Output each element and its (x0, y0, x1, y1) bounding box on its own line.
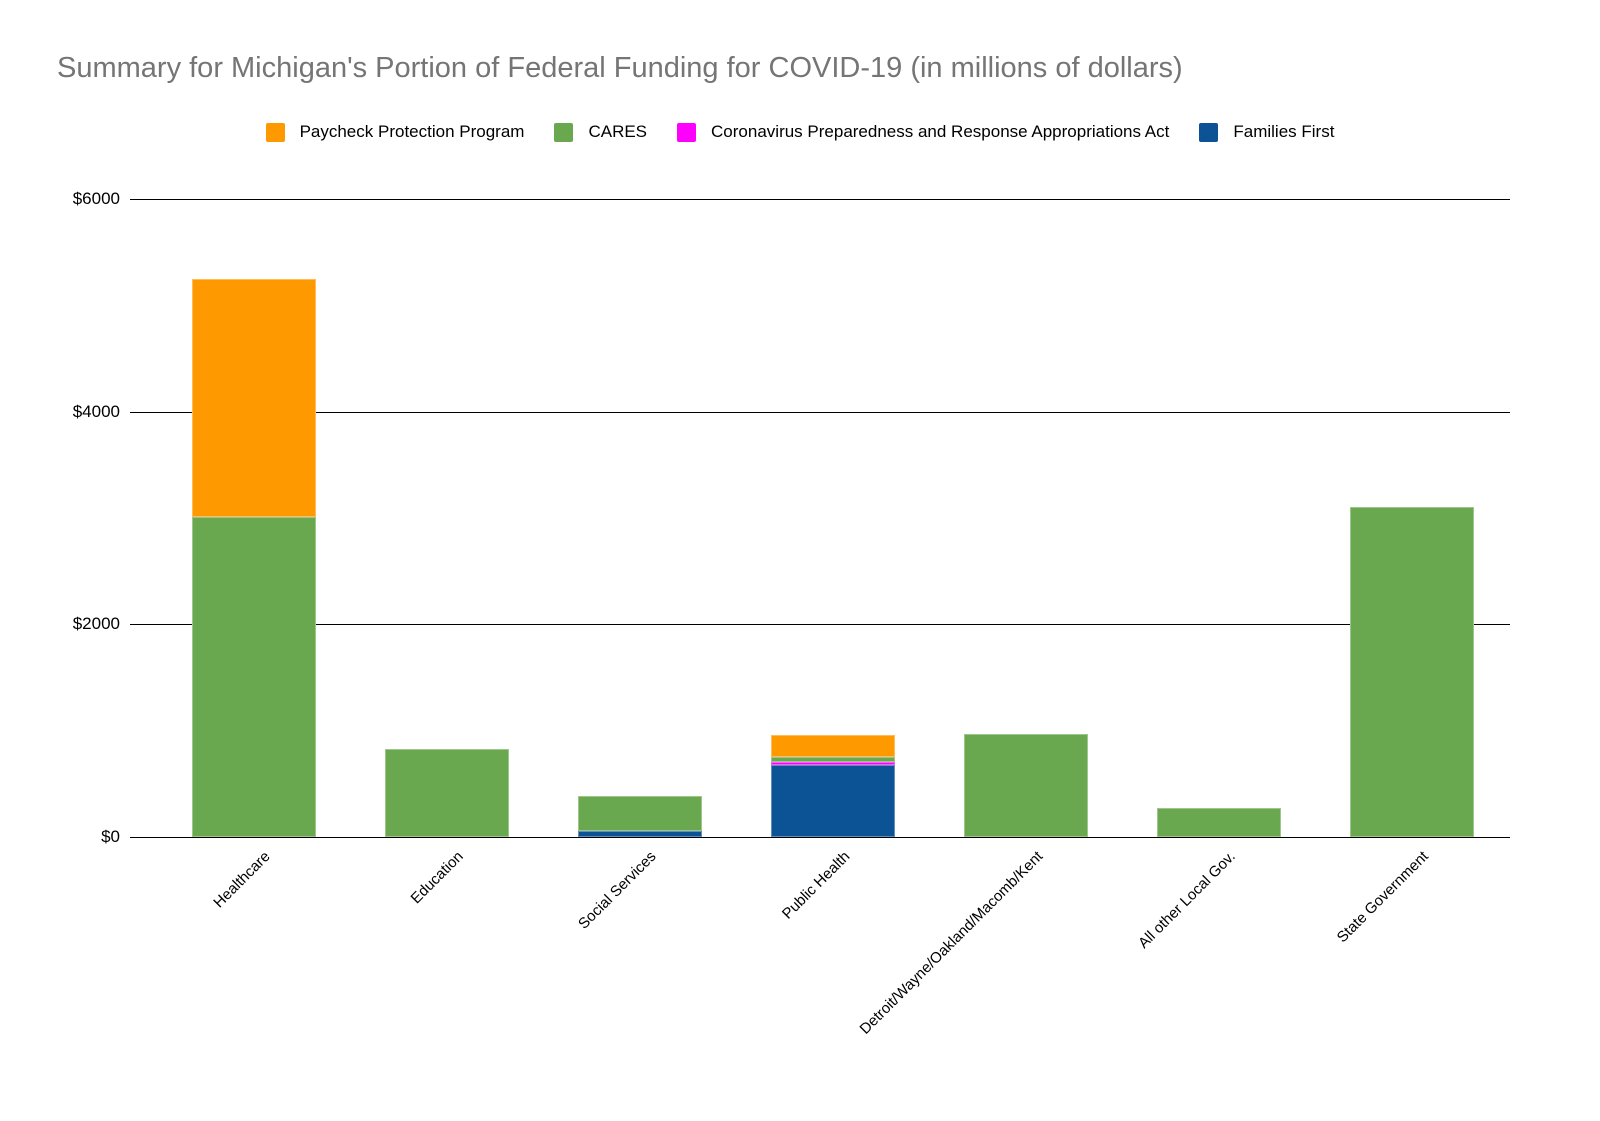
legend-swatch-icon (1199, 122, 1219, 142)
legend-swatch-icon (265, 122, 285, 142)
bar-education (385, 199, 509, 837)
legend-label: Coronavirus Preparedness and Response Ap… (711, 122, 1170, 141)
legend-item-cares: CARES (554, 122, 647, 142)
plot-area (130, 199, 1510, 838)
legend: Paycheck Protection Program CARES Coronavi… (0, 122, 1600, 142)
bar-segment-cares-state-government (1350, 507, 1474, 837)
legend-swatch-icon (677, 122, 697, 142)
legend-swatch-icon (554, 122, 574, 142)
bar-segment-cares-all-other-local-gov (1157, 808, 1281, 837)
y-tick-label: $2000 (72, 614, 120, 634)
legend-item-coronavirus-preparedness-and-response-appropriations-act: Coronavirus Preparedness and Response Ap… (677, 122, 1169, 142)
x-axis-label-education: Education (407, 848, 468, 908)
y-tick-label: $4000 (72, 401, 120, 421)
legend-label: Paycheck Protection Program (299, 122, 525, 141)
bar-state-government (1350, 199, 1474, 837)
x-axis-label-detroit-wayne-oakland-macomb-kent: Detroit/Wayne/Oakland/Macomb/Kent (856, 848, 1047, 1038)
bar-segment-families-first-public-health (771, 764, 895, 837)
bar-segment-cares-healthcare (192, 516, 316, 837)
bar-segment-families-first-social-services (578, 830, 702, 837)
bar-segment-cares-social-services (578, 796, 702, 831)
y-tick-label: $0 (101, 827, 120, 846)
gridline-4000 (130, 411, 1510, 413)
chart-title: Summary for Michigan's Portion of Federa… (57, 52, 1183, 84)
x-axis-label-all-other-local-gov: All other Local Gov. (1135, 848, 1240, 952)
bar-social-services (578, 199, 702, 837)
bar-segment-cares-detroit-wayne-oakland-macomb-kent (964, 733, 1088, 837)
bar-segment-paycheck-protection-program-public-health (771, 734, 895, 758)
x-axis-label-state-government: State Government (1333, 848, 1433, 947)
y-tick-label: $6000 (72, 189, 120, 208)
legend-label: Families First (1233, 122, 1335, 141)
bar-public-health (771, 199, 895, 837)
gridline-2000 (130, 624, 1510, 626)
gridline-0 (130, 837, 1510, 838)
y-axis: $0 $2000 $4000 $6000 (0, 189, 120, 846)
legend-item-families-first: Families First (1199, 122, 1334, 142)
legend-label: CARES (588, 122, 648, 141)
bar-detroit-wayne-oakland-macomb-kent (964, 199, 1088, 837)
x-axis-label-public-health: Public Health (778, 848, 854, 923)
bar-segment-paycheck-protection-program-healthcare (192, 278, 316, 517)
x-axis-label-healthcare: Healthcare (210, 848, 275, 912)
bar-segment-coronavirus-preparedness-and-response-appropriations-act-public-health (771, 761, 895, 765)
x-axis-label-social-services: Social Services (575, 848, 661, 933)
bar-all-other-local-gov (1157, 199, 1281, 837)
legend-item-paycheck-protection-program: Paycheck Protection Program (265, 122, 525, 142)
bar-segment-cares-public-health (771, 757, 895, 762)
bar-segment-cares-education (385, 748, 509, 837)
gridline-6000 (130, 199, 1510, 200)
bar-healthcare (192, 199, 316, 837)
